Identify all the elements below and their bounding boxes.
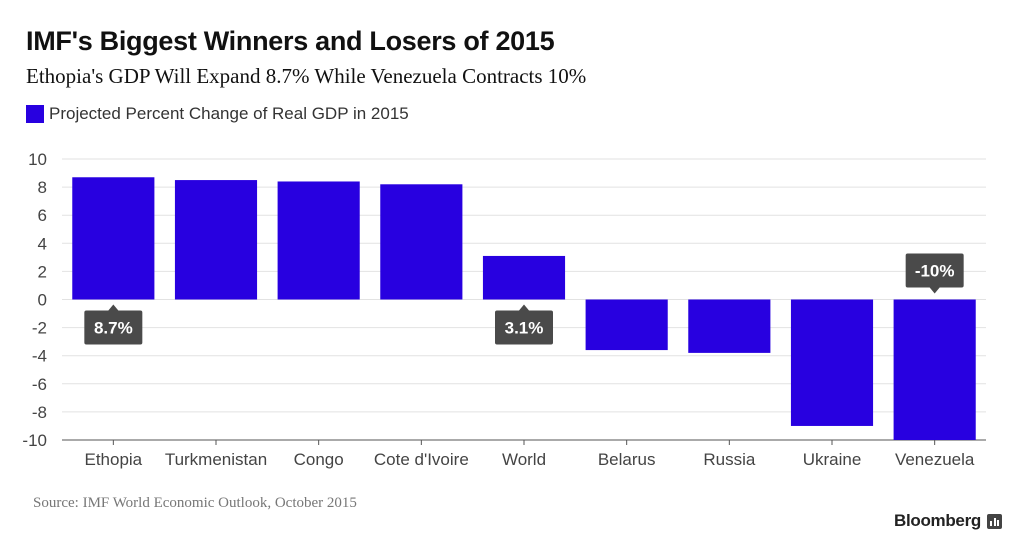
y-tick-label: -10 bbox=[22, 431, 47, 450]
bar bbox=[893, 299, 976, 440]
y-tick-label: 2 bbox=[38, 262, 47, 281]
bar bbox=[688, 299, 771, 353]
x-tick-label: Turkmenistan bbox=[165, 450, 267, 469]
x-tick-label: Congo bbox=[294, 450, 344, 469]
bar bbox=[174, 180, 258, 300]
brand-name: Bloomberg bbox=[893, 511, 981, 530]
bar bbox=[277, 181, 360, 300]
bar bbox=[72, 177, 155, 300]
x-tick-label: World bbox=[502, 450, 546, 469]
y-tick-label: 4 bbox=[38, 234, 47, 253]
x-tick-label: Ethopia bbox=[84, 450, 142, 469]
y-tick-label: -6 bbox=[32, 375, 47, 394]
x-tick-label: Russia bbox=[703, 450, 756, 469]
bar bbox=[790, 299, 874, 426]
y-tick-label: 8 bbox=[38, 178, 47, 197]
callout-pointer bbox=[519, 304, 529, 311]
chart-title: IMF's Biggest Winners and Losers of 2015 bbox=[26, 26, 555, 56]
bar bbox=[380, 184, 463, 300]
y-tick-label: 6 bbox=[38, 206, 47, 225]
y-tick-label: 0 bbox=[38, 291, 47, 310]
y-tick-label: -4 bbox=[32, 347, 47, 366]
bar bbox=[585, 299, 668, 351]
x-tick-label: Venezuela bbox=[895, 450, 975, 469]
x-tick-label: Ukraine bbox=[803, 450, 862, 469]
callout-box bbox=[905, 253, 964, 288]
y-tick-label: -2 bbox=[32, 319, 47, 338]
callout-pointer bbox=[929, 287, 940, 294]
y-tick-label: -8 bbox=[32, 403, 47, 422]
callout-box bbox=[84, 310, 143, 345]
x-tick-label: Cote d'Ivoire bbox=[374, 450, 469, 469]
data-label: 3.1% bbox=[505, 319, 544, 338]
legend-label: Projected Percent Change of Real GDP in … bbox=[49, 104, 409, 123]
legend-swatch bbox=[26, 105, 44, 123]
chart-subtitle: Ethopia's GDP Will Expand 8.7% While Ven… bbox=[26, 64, 587, 88]
callout-pointer bbox=[108, 304, 119, 311]
x-tick-label: Belarus bbox=[598, 450, 656, 469]
chart-legend: Projected Percent Change of Real GDP in … bbox=[26, 104, 409, 124]
data-label: 8.7% bbox=[94, 319, 133, 338]
bar bbox=[482, 255, 566, 300]
brand-logo: Bloomberg bbox=[894, 511, 1002, 531]
data-label: -10% bbox=[915, 262, 955, 281]
y-tick-label: 10 bbox=[28, 150, 47, 169]
source-note: Source: IMF World Economic Outlook, Octo… bbox=[33, 495, 357, 511]
bloomberg-terminal-icon bbox=[987, 513, 1002, 529]
callout-box bbox=[495, 310, 553, 345]
